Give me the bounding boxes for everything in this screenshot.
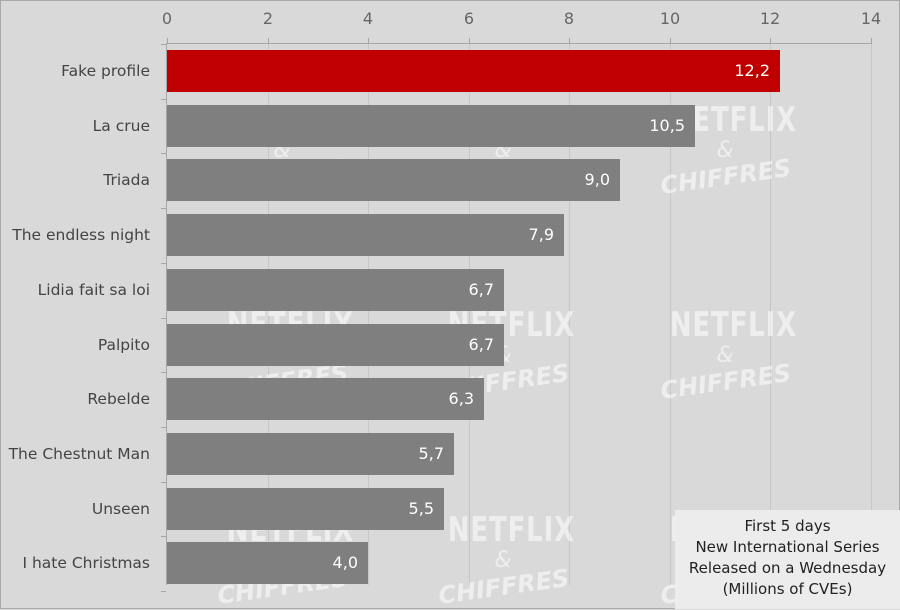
- category-label: The endless night: [12, 226, 150, 244]
- x-tick-label: 10: [659, 9, 681, 28]
- category-label: La crue: [92, 117, 150, 135]
- watermark-text: CHIFFRES: [658, 153, 793, 200]
- y-tick-mark: [161, 208, 166, 209]
- bar: 5,5: [167, 488, 444, 530]
- category-label: Fake profile: [61, 62, 150, 80]
- x-tick-mark: [469, 38, 470, 44]
- y-tick-mark: [161, 591, 166, 592]
- gridline: [268, 43, 269, 585]
- bar-value-label: 7,9: [528, 225, 554, 244]
- bar: 6,7: [167, 324, 504, 366]
- gridline: [770, 43, 771, 585]
- watermark-text: CHIFFRES: [658, 358, 793, 405]
- y-tick-mark: [161, 318, 166, 319]
- watermark-text: NETFLIX: [669, 305, 798, 345]
- bar: 5,7: [167, 433, 454, 475]
- x-tick-mark: [770, 38, 771, 44]
- category-label: Palpito: [97, 336, 150, 354]
- bar-value-label: 6,7: [468, 335, 494, 354]
- watermark-text: NETFLIX: [447, 510, 576, 550]
- category-label: Rebelde: [87, 390, 150, 408]
- gridline: [871, 43, 872, 585]
- x-tick-mark: [268, 38, 269, 44]
- x-tick-label: 0: [161, 9, 173, 28]
- bar: 6,7: [167, 269, 504, 311]
- category-label: The Chestnut Man: [8, 445, 150, 463]
- x-tick-label: 2: [262, 9, 274, 28]
- watermark: NETFLIX&CHIFFRES: [437, 510, 576, 610]
- category-label: Unseen: [91, 500, 150, 518]
- y-tick-mark: [161, 372, 166, 373]
- x-tick-label: 6: [463, 9, 475, 28]
- category-label: Triada: [103, 171, 150, 189]
- bar: 9,0: [167, 159, 620, 201]
- x-tick-mark: [167, 38, 168, 44]
- legend-line-2: New International Series: [695, 538, 880, 556]
- bar: 4,0: [167, 542, 368, 584]
- bar-value-label: 12,2: [734, 61, 770, 80]
- y-tick-mark: [161, 99, 166, 100]
- x-tick-label: 4: [362, 9, 374, 28]
- bar: 7,9: [167, 214, 564, 256]
- y-tick-mark: [161, 44, 166, 45]
- bar-value-label: 5,5: [408, 499, 434, 518]
- y-tick-mark: [161, 153, 166, 154]
- bar-value-label: 9,0: [584, 170, 610, 189]
- y-tick-mark: [161, 536, 166, 537]
- bar-value-label: 10,5: [649, 116, 685, 135]
- gridline: [569, 43, 570, 585]
- bar: 12,2: [167, 50, 780, 92]
- bar: 10,5: [167, 105, 695, 147]
- legend-box: First 5 days New International Series Re…: [675, 510, 900, 609]
- x-tick-label: 14: [860, 9, 882, 28]
- bar-value-label: 4,0: [332, 553, 358, 572]
- bar-value-label: 5,7: [418, 444, 444, 463]
- gridline: [670, 43, 671, 585]
- watermark-text: &: [494, 548, 512, 573]
- gridline: [368, 43, 369, 585]
- bar: 6,3: [167, 378, 484, 420]
- watermark-text: CHIFFRES: [436, 563, 571, 610]
- x-tick-label: 8: [563, 9, 575, 28]
- y-tick-mark: [161, 427, 166, 428]
- legend-line-3: Released on a Wednesday: [688, 559, 887, 577]
- category-label: Lidia fait sa loi: [37, 281, 150, 299]
- x-tick-mark: [569, 38, 570, 44]
- bar-value-label: 6,7: [468, 280, 494, 299]
- bar-value-label: 6,3: [448, 389, 474, 408]
- category-label: I hate Christmas: [22, 554, 150, 572]
- y-axis-line: [166, 43, 167, 585]
- y-tick-mark: [161, 482, 166, 483]
- x-tick-mark: [368, 38, 369, 44]
- y-tick-mark: [161, 263, 166, 264]
- x-tick-mark: [871, 38, 872, 44]
- x-tick-mark: [670, 38, 671, 44]
- gridline: [469, 43, 470, 585]
- x-axis-line: [167, 43, 871, 44]
- legend-line-4: (Millions of CVEs): [722, 580, 853, 598]
- x-tick-label: 12: [759, 9, 781, 28]
- legend-line-1: First 5 days: [744, 517, 831, 535]
